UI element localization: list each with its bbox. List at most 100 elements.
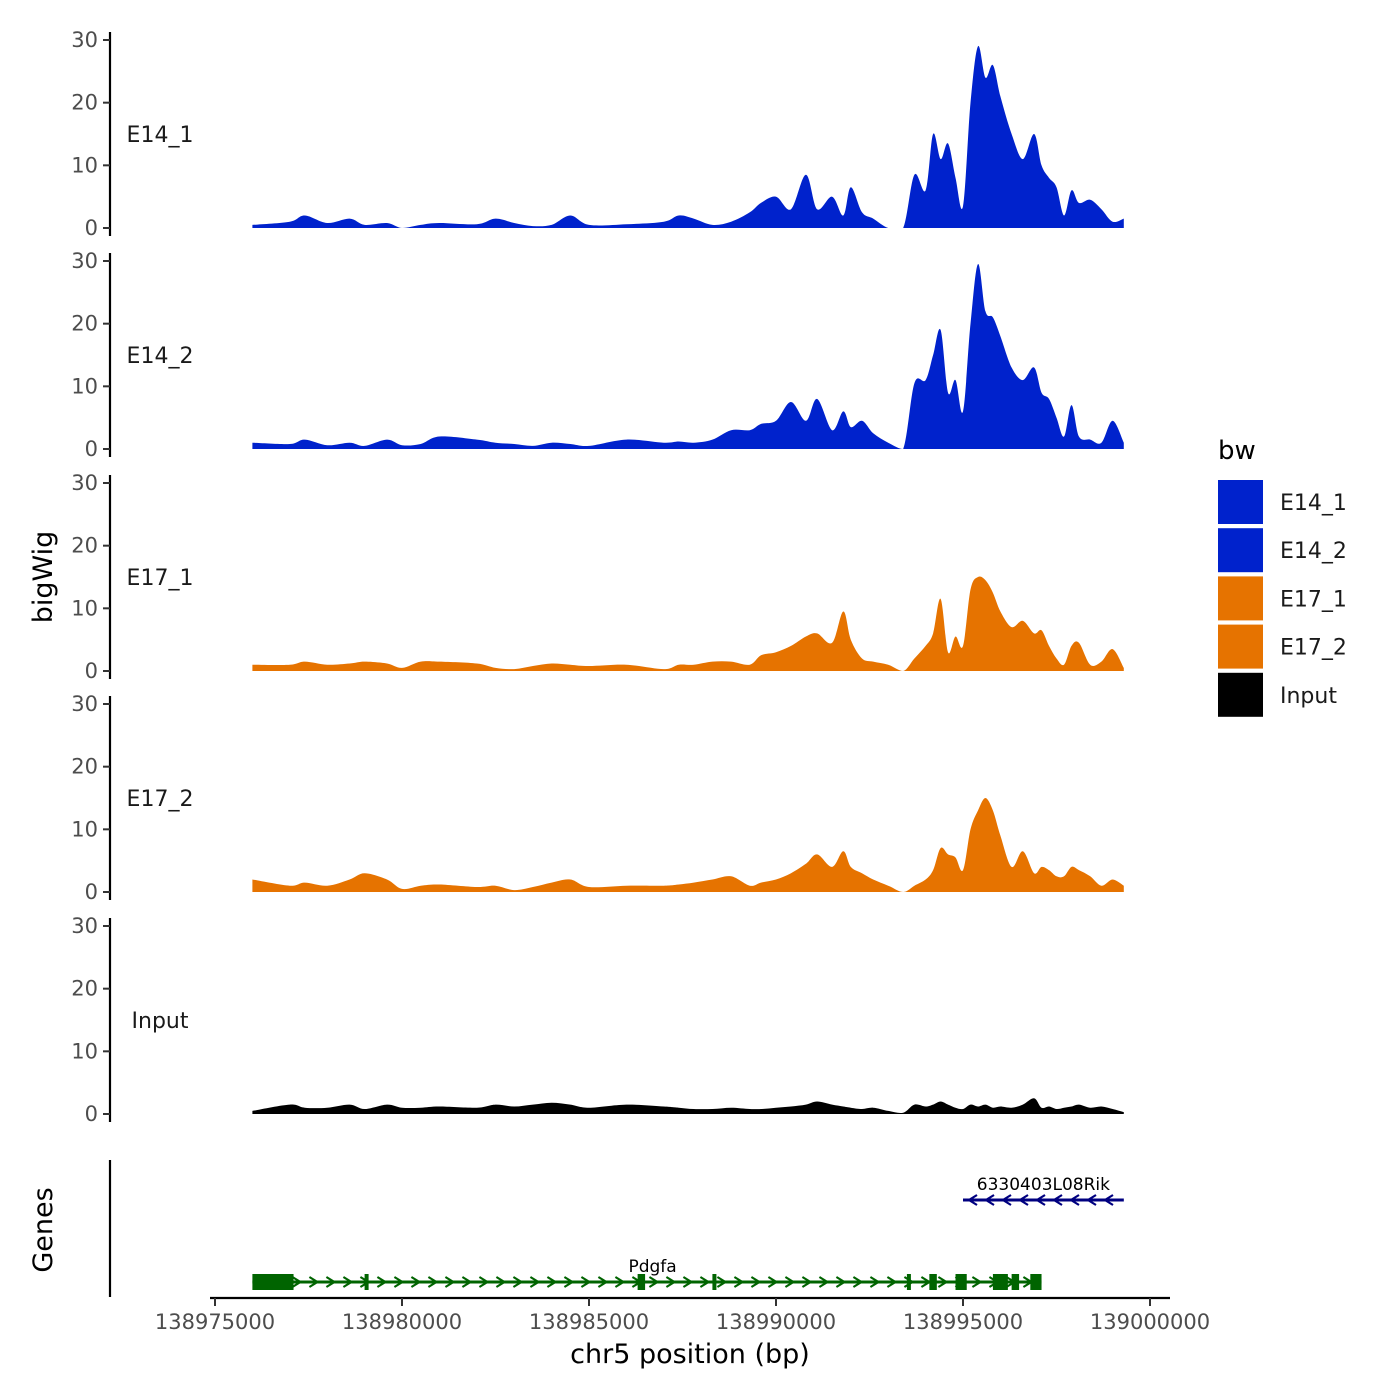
strand-arrow [1051,1194,1063,1206]
strand-arrow [716,1276,728,1288]
track-panel-E14_2: 0 10 20 30 E14_2 [71,249,1124,461]
strand-arrow [512,1276,524,1288]
x-tick-label: 138990000 [716,1310,836,1334]
series-area-E17_1 [252,576,1124,671]
strand-arrow [818,1276,830,1288]
exon [252,1274,294,1290]
genes-track: Pdgfa 6330403L08Rik [108,1160,1124,1297]
strand-arrow [597,1276,609,1288]
panel-label: E17_2 [127,787,194,812]
panel-label: E14_1 [127,123,194,148]
y-tick-label: 30 [71,692,98,716]
x-tick-label: 138995000 [903,1310,1023,1334]
strand-arrow [886,1276,898,1288]
strand-arrow [580,1276,592,1288]
series-area-E14_1 [252,45,1124,228]
strand-arrow [983,1194,995,1206]
legend-label-E14_2: E14_2 [1280,539,1347,564]
y-tick-label: 30 [71,28,98,52]
gene-label: Pdgfa [628,1257,676,1277]
legend-label-E17_1: E17_1 [1280,587,1347,612]
strand-arrow [325,1276,337,1288]
strand-arrow [733,1276,745,1288]
strand-arrow [937,1276,949,1288]
legend: bw E14_1 E14_2 E17_1 E17_2 Input [1218,436,1347,717]
y-tick-label: 10 [71,817,98,841]
strand-arrow [291,1276,303,1288]
exon [712,1274,717,1290]
strand-arrow [750,1276,762,1288]
strand-arrow [308,1276,320,1288]
track-panels: 0 10 20 30 E14_1 0 10 20 30 E14_2 0 10 20 30 E17_1 0 10 2… [71,28,1124,1126]
strand-arrow [784,1276,796,1288]
y-tick-label: 0 [85,659,98,683]
y-tick-label: 20 [71,977,98,1001]
strand-arrow [376,1276,388,1288]
y-tick-label: 30 [71,914,98,938]
y-tick-label: 10 [71,374,98,398]
strand-arrow [665,1276,677,1288]
strand-arrow [835,1276,847,1288]
strand-arrow [1017,1194,1029,1206]
legend-swatch-E14_1 [1218,480,1263,524]
x-axis: 138975000 138980000 138985000 138990000 1389… [155,1296,1210,1334]
exon [929,1274,937,1290]
strand-arrow [869,1276,881,1288]
legend-label-Input: Input [1280,684,1337,709]
track-panel-E17_2: 0 10 20 30 E17_2 [71,692,1124,904]
exon [364,1274,369,1290]
exon [992,1274,1008,1290]
strand-arrow [971,1276,983,1288]
strand-arrow [546,1276,558,1288]
y-tick-label: 20 [71,312,98,336]
strand-arrow [648,1276,660,1288]
strand-arrow [461,1276,473,1288]
x-tick-label: 139000000 [1090,1310,1210,1334]
legend-swatch-E17_2 [1218,624,1263,669]
strand-arrow [444,1276,456,1288]
strand-arrow [699,1276,711,1288]
x-tick-label: 138980000 [342,1310,462,1334]
strand-arrow [563,1276,575,1288]
legend-label-E14_1: E14_1 [1280,491,1347,516]
x-tick-label: 138985000 [529,1310,649,1334]
strand-arrow [801,1276,813,1288]
y-tick-label: 20 [71,755,98,779]
legend-swatch-E17_1 [1218,576,1263,621]
strand-arrow [410,1276,422,1288]
strand-arrow [427,1276,439,1288]
track-panel-Input: 0 10 20 30 Input [71,914,1124,1126]
panel-label: Input [132,1009,189,1034]
track-panel-E14_1: 0 10 20 30 E14_1 [71,28,1124,240]
y-tick-label: 10 [71,153,98,177]
strand-arrow [1085,1194,1097,1206]
legend-swatch-E14_2 [1218,528,1263,573]
gene-6330403L08Rik: 6330403L08Rik [963,1175,1124,1206]
series-area-E14_2 [252,264,1124,449]
x-axis-title: chr5 position (bp) [570,1339,810,1370]
gene-Pdgfa: Pdgfa [252,1257,1042,1290]
series-area-Input [252,1098,1124,1114]
panel-label: E17_1 [127,566,194,591]
y-tick-label: 0 [85,216,98,240]
y-tick-label: 10 [71,1039,98,1063]
x-tick-label: 138975000 [155,1310,275,1334]
strand-arrow [1000,1194,1012,1206]
y-axis-title: bigWig [28,531,59,624]
y-tick-label: 10 [71,596,98,620]
strand-arrow [478,1276,490,1288]
y-tick-label: 30 [71,249,98,273]
strand-arrow [342,1276,354,1288]
legend-swatch-Input [1218,672,1263,717]
exon [955,1274,967,1290]
legend-title: bw [1218,436,1256,466]
strand-arrow [529,1276,541,1288]
strand-arrow [1102,1194,1114,1206]
series-area-E17_2 [252,798,1124,892]
y-tick-label: 0 [85,880,98,904]
y-tick-label: 20 [71,534,98,558]
y-tick-label: 20 [71,91,98,115]
strand-arrow [767,1276,779,1288]
strand-arrow [966,1194,978,1206]
